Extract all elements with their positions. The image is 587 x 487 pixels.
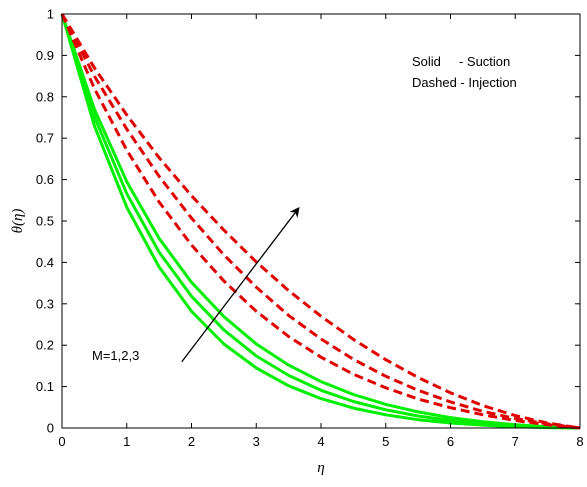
y-axis-label: θ(η) [10,209,26,234]
series-layer [60,13,581,430]
y-tick-label: 0.5 [36,214,54,229]
y-tick-label: 0.9 [36,48,54,63]
series-line-dashed-5 [60,13,581,430]
series-line-dashed-4 [60,13,581,430]
x-tick-label: 6 [447,434,454,449]
y-ticks: 0 0.1 0.2 0.3 0.4 0.5 0.6 0.7 0.8 0.9 1 [36,7,580,436]
y-tick-label: 0.3 [36,296,54,311]
x-tick-label: 7 [512,434,519,449]
x-tick-label: 2 [188,434,195,449]
y-tick-label: 0.8 [36,89,54,104]
x-tick-label: 5 [382,434,389,449]
y-tick-label: 1 [47,7,54,22]
m-arrow [181,206,300,363]
x-ticks: 0 1 2 3 4 5 6 7 8 [58,14,584,449]
y-tick-label: 0.2 [36,338,54,353]
arrow-label: M=1,2,3 [92,348,139,363]
x-axis-label: η [317,460,324,476]
y-tick-label: 0.4 [36,255,54,270]
series-line-solid-2 [60,13,581,430]
y-tick-label: 0 [47,421,54,436]
series-line-solid-3 [60,13,581,430]
x-tick-label: 1 [123,434,130,449]
y-tick-label: 0.1 [36,379,54,394]
legend-solid-text: Solid - Suction [412,54,510,69]
x-tick-label: 8 [576,434,583,449]
x-tick-label: 4 [317,434,324,449]
y-tick-label: 0.6 [36,172,54,187]
y-tick-label: 0.7 [36,131,54,146]
x-tick-label: 3 [253,434,260,449]
x-tick-label: 0 [58,434,65,449]
legend-dashed-text: Dashed - Injection [412,75,517,90]
series-line-dashed-6 [60,13,581,430]
